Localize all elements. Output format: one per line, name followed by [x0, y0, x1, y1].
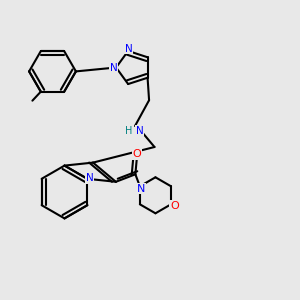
Text: N: N [136, 125, 143, 136]
Text: N: N [110, 63, 118, 73]
Text: O: O [170, 201, 179, 211]
Text: N: N [85, 173, 93, 183]
Text: N: N [125, 44, 133, 54]
Text: O: O [133, 149, 141, 159]
Text: H: H [125, 125, 133, 136]
Text: N: N [136, 184, 145, 194]
